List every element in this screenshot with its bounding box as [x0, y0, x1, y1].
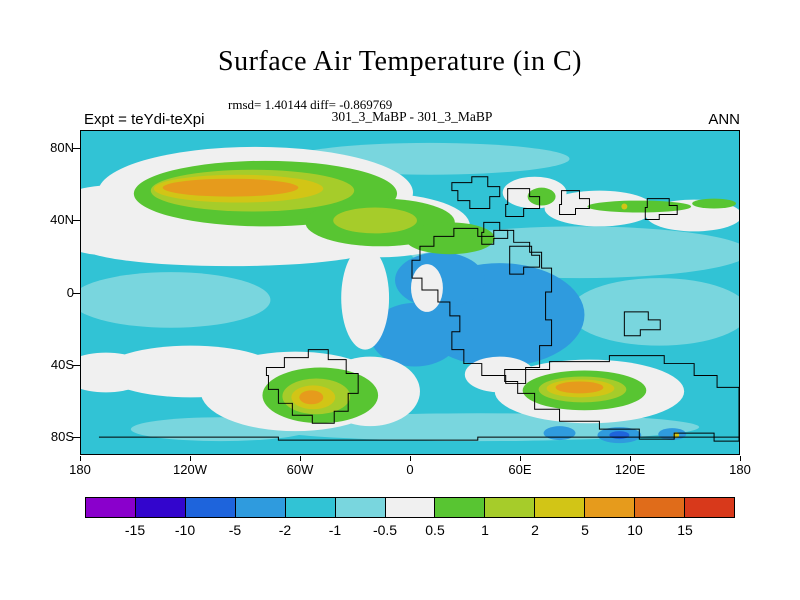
lon-tick-label: 180 — [729, 462, 751, 477]
experiment-label: Expt = teYdi-teXpi — [84, 111, 205, 128]
colorbar-labels: -15 -10 -5 -2 -1 -0.5 0.5 1 2 5 10 15 — [0, 522, 800, 540]
colorbar-segment — [435, 498, 486, 517]
season-label: ANN — [708, 111, 740, 128]
colorbar-tick-label: 1 — [481, 522, 489, 538]
colorbar-tick-label: -2 — [278, 522, 292, 538]
lon-tick-label: 120W — [173, 462, 207, 477]
colorbar-segment — [385, 498, 436, 517]
lat-tick — [73, 220, 80, 222]
lon-tick — [630, 456, 631, 461]
comparison-line: 301_3_MaBP - 301_3_MaBP — [331, 109, 493, 124]
cold-core-spot — [609, 431, 630, 440]
colorbar-tick-label: -5 — [228, 522, 242, 538]
lat-tick — [73, 292, 80, 294]
colorbar-segment — [635, 498, 686, 517]
colorbar-segment — [235, 498, 286, 517]
colorbar-tick-label: 0.5 — [425, 522, 445, 538]
lat-tick — [73, 436, 80, 438]
lon-tick-label: 60E — [508, 462, 532, 477]
colorbar-segment — [285, 498, 336, 517]
lon-tick-label: 60W — [286, 462, 314, 477]
lon-tick — [740, 456, 741, 461]
lat-tick — [73, 148, 80, 150]
colorbar-segment — [585, 498, 636, 517]
plot-title: Surface Air Temperature (in C) — [218, 46, 582, 77]
colorbar-segment — [535, 498, 586, 517]
lon-tick-label: 180 — [69, 462, 91, 477]
colorbar-tick-label: 15 — [677, 522, 693, 538]
lon-tick — [300, 456, 301, 461]
warm-orange-cores — [162, 178, 604, 405]
lat-tick — [73, 364, 80, 366]
lon-tick-label: 0 — [406, 462, 414, 477]
colorbar-tick-label: -15 — [124, 522, 146, 538]
lat-tick-label: 80N — [50, 140, 74, 156]
colorbar-tick-label: 5 — [581, 522, 589, 538]
map-frame — [80, 130, 740, 455]
colorbar-segment — [86, 498, 136, 517]
coastlines — [98, 176, 739, 442]
colorbar-tick-label: 10 — [627, 522, 643, 538]
colorbar-tick-label: -10 — [174, 522, 196, 538]
lon-tick — [80, 456, 81, 461]
colorbar-segment — [335, 498, 386, 517]
stats-line: rmsd= 1.40144 diff= -0.869769 — [228, 97, 393, 112]
lon-tick — [410, 456, 411, 461]
colorbar-tick-label: -0.5 — [372, 522, 398, 538]
lon-tick — [520, 456, 521, 461]
colorbar-segment — [685, 498, 734, 517]
lon-tick — [190, 456, 191, 461]
colorbar-segment — [185, 498, 236, 517]
colorbar-tick-label: -1 — [328, 522, 342, 538]
lon-tick-label: 120E — [614, 462, 646, 477]
lat-tick-label: 40N — [50, 212, 74, 228]
colorbar-segment — [485, 498, 536, 517]
colorbar — [85, 497, 735, 518]
temperature-map — [81, 131, 739, 454]
lat-tick-label: 80S — [50, 428, 74, 444]
colorbar-tick-label: 2 — [531, 522, 539, 538]
lat-tick-label: 40S — [50, 356, 74, 372]
colorbar-segment — [135, 498, 186, 517]
lat-tick-label: 0 — [66, 284, 74, 300]
